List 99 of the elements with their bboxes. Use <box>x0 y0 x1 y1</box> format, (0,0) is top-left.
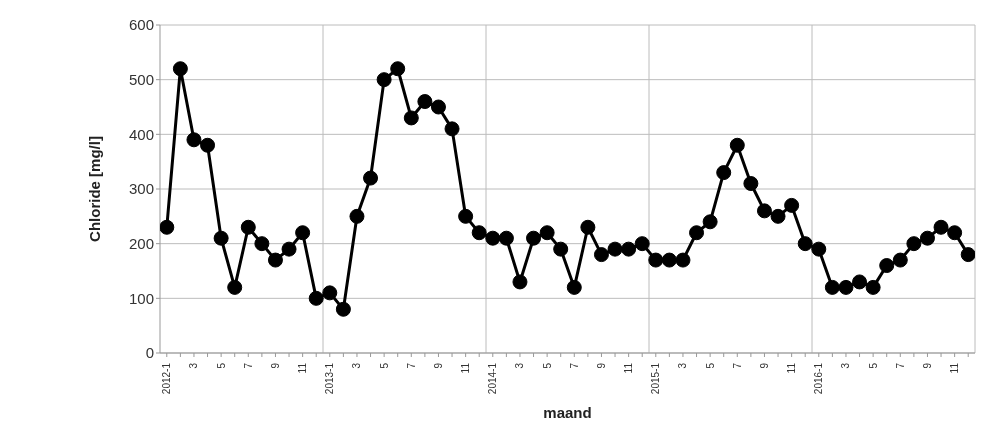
point <box>797 236 813 252</box>
point <box>553 241 569 257</box>
x-tick-label: 2015-1 <box>650 362 662 395</box>
point <box>702 214 718 230</box>
y-tick-label: 200 <box>128 234 154 252</box>
point <box>784 197 800 213</box>
point <box>580 219 596 235</box>
point <box>648 252 664 268</box>
point <box>526 230 542 246</box>
x-tick-label: 7 <box>568 362 580 369</box>
point <box>308 290 324 306</box>
x-tick-label: 9 <box>758 362 770 369</box>
point <box>607 241 623 257</box>
x-tick-label: 9 <box>921 362 933 369</box>
point <box>200 137 216 153</box>
point <box>267 252 283 268</box>
x-tick-label: 11 <box>949 362 961 374</box>
point <box>919 230 935 246</box>
x-tick-label: 3 <box>677 362 689 369</box>
x-tick-label: 3 <box>514 362 526 369</box>
point <box>566 279 582 295</box>
x-tick-label: 5 <box>704 362 716 369</box>
y-tick-label: 400 <box>128 125 154 143</box>
point <box>186 132 202 148</box>
point <box>227 279 243 295</box>
y-tick-label: 0 <box>145 344 154 362</box>
x-tick-label: 2016-1 <box>813 362 825 395</box>
point <box>892 252 908 268</box>
point <box>879 258 895 274</box>
x-tick-label: 9 <box>269 362 281 369</box>
y-axis-title: Chloride [mg/l] <box>86 136 104 242</box>
x-tick-label: 7 <box>894 362 906 369</box>
point <box>852 274 868 290</box>
point <box>254 236 270 252</box>
point <box>281 241 297 257</box>
x-tick-label: 11 <box>786 362 798 374</box>
y-tick-label: 500 <box>128 70 154 88</box>
point <box>376 72 392 88</box>
x-tick-label: 5 <box>867 362 879 369</box>
x-tick-label: 2013-1 <box>324 362 336 395</box>
point <box>471 225 487 241</box>
point <box>729 137 745 153</box>
point <box>661 252 677 268</box>
point <box>498 230 514 246</box>
point <box>322 285 338 301</box>
x-tick-label: 7 <box>405 362 417 369</box>
point <box>444 121 460 137</box>
point <box>593 247 609 263</box>
point <box>811 241 827 257</box>
x-tick-label: 7 <box>731 362 743 369</box>
y-tick-label: 300 <box>128 180 154 198</box>
point <box>824 279 840 295</box>
point <box>390 61 406 77</box>
x-tick-label: 2012-1 <box>161 362 173 395</box>
x-tick-label: 7 <box>242 362 254 369</box>
x-tick-label: 5 <box>541 362 553 369</box>
x-tick-label: 5 <box>215 362 227 369</box>
x-tick-label: 11 <box>460 362 472 374</box>
y-tick-label: 600 <box>128 16 154 34</box>
point <box>838 279 854 295</box>
point <box>947 225 963 241</box>
point <box>160 219 175 235</box>
point <box>335 301 351 317</box>
point <box>417 94 433 110</box>
point <box>675 252 691 268</box>
x-tick-label: 11 <box>623 362 635 374</box>
point <box>743 176 759 192</box>
point <box>172 61 188 77</box>
x-tick-label: 3 <box>351 362 363 369</box>
point <box>770 208 786 224</box>
point <box>960 247 975 263</box>
point <box>213 230 229 246</box>
point <box>485 230 501 246</box>
x-tick-label: 5 <box>378 362 390 369</box>
x-tick-label: 3 <box>840 362 852 369</box>
point <box>634 236 650 252</box>
point <box>906 236 922 252</box>
x-tick-label: 2014-1 <box>487 362 499 395</box>
x-axis-title: maand <box>543 404 592 421</box>
y-tick-label: 100 <box>128 289 154 307</box>
x-tick-label: 9 <box>432 362 444 369</box>
x-tick-label: 3 <box>188 362 200 369</box>
point <box>756 203 772 219</box>
x-tick-label: 9 <box>595 362 607 369</box>
point <box>295 225 311 241</box>
point <box>539 225 555 241</box>
point <box>865 279 881 295</box>
point <box>403 110 419 126</box>
point <box>716 165 732 181</box>
point <box>363 170 379 186</box>
x-tick-label: 11 <box>297 362 309 374</box>
point <box>240 219 256 235</box>
point <box>512 274 528 290</box>
point <box>430 99 446 115</box>
point <box>933 219 949 235</box>
point <box>349 208 365 224</box>
point <box>621 241 637 257</box>
point <box>458 208 474 224</box>
point <box>689 225 705 241</box>
